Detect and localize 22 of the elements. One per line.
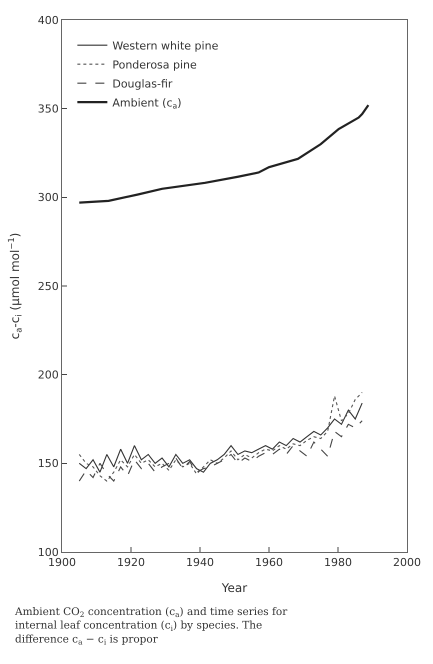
x-tick-label: 1980: [324, 556, 352, 570]
y-tick-label: 200: [38, 368, 59, 382]
x-tick-label: 1940: [186, 556, 214, 570]
y-tick-label: 350: [38, 102, 59, 116]
legend-label: Douglas-fir: [112, 77, 173, 90]
line-series: [78, 420, 363, 482]
x-tick-label: 2000: [393, 556, 421, 570]
y-tick-label: 150: [38, 457, 59, 470]
y-tick-label: 250: [38, 280, 59, 293]
x-axis-title: Year: [220, 581, 248, 596]
y-tick-label: 100: [38, 546, 59, 559]
legend-label: Ambient (c$_{a}$): [112, 96, 182, 111]
legend-label: Western white pine: [112, 39, 219, 52]
line-series: [78, 402, 363, 473]
legend-label: Ponderosa pine: [112, 58, 198, 72]
x-tick-label: 1900: [48, 556, 76, 570]
y-tick-label: 300: [38, 191, 59, 204]
line-series: [78, 392, 363, 482]
text: Ambient CO$_{2}$ concentration (c$_{a}$) and time series for internal leaf concentration (c$_{i}$) by species. The difference c$_{a}$ − c$_{i}$ is propor: [15, 606, 288, 647]
y-tick-label: 400: [38, 14, 59, 27]
x-tick-label: 1960: [255, 556, 283, 570]
x-tick-label: 1920: [117, 556, 145, 570]
